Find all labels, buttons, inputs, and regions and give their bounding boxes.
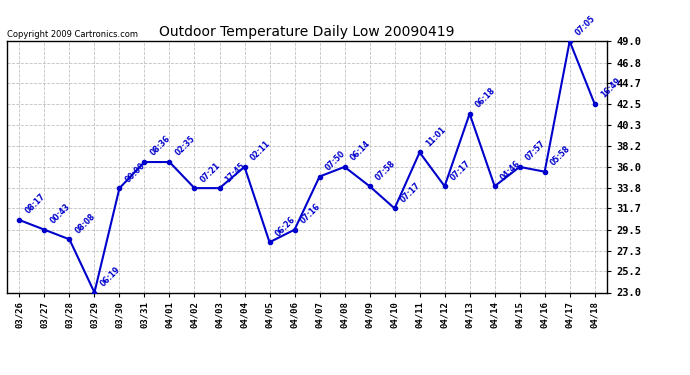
Text: 11:01: 11:01 (424, 125, 447, 148)
Text: 06:26: 06:26 (274, 214, 297, 238)
Text: 08:17: 08:17 (23, 192, 47, 216)
Text: 07:57: 07:57 (524, 139, 547, 163)
Text: 07:05: 07:05 (574, 13, 598, 37)
Text: 06:14: 06:14 (348, 139, 372, 163)
Text: 07:17: 07:17 (448, 158, 473, 182)
Text: 07:17: 07:17 (399, 181, 422, 204)
Text: 00:00: 00:00 (124, 160, 147, 184)
Text: 02:35: 02:35 (174, 135, 197, 158)
Text: 04:46: 04:46 (499, 159, 522, 182)
Text: 07:58: 07:58 (374, 159, 397, 182)
Text: 08:08: 08:08 (74, 211, 97, 235)
Text: 02:11: 02:11 (248, 139, 272, 163)
Text: 06:18: 06:18 (474, 86, 497, 109)
Text: 07:50: 07:50 (324, 149, 347, 172)
Text: 05:58: 05:58 (549, 144, 572, 168)
Text: Copyright 2009 Cartronics.com: Copyright 2009 Cartronics.com (7, 30, 138, 39)
Text: 16:49: 16:49 (599, 76, 622, 100)
Text: 00:43: 00:43 (48, 202, 72, 225)
Text: 07:21: 07:21 (199, 160, 222, 184)
Text: 06:19: 06:19 (99, 265, 122, 288)
Text: 08:36: 08:36 (148, 134, 172, 158)
Text: 07:16: 07:16 (299, 202, 322, 225)
Title: Outdoor Temperature Daily Low 20090419: Outdoor Temperature Daily Low 20090419 (159, 25, 455, 39)
Text: 17:45: 17:45 (224, 160, 247, 184)
